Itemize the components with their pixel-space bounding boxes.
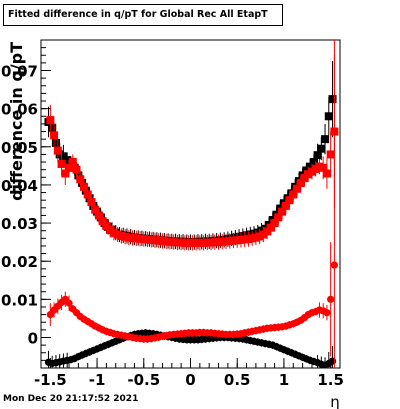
data-point (57, 159, 66, 168)
data-point (293, 184, 302, 193)
data-point (270, 219, 279, 228)
data-point (326, 150, 335, 159)
timestamp: Mon Dec 20 21:17:52 2021 (3, 394, 139, 404)
series-1 (46, 55, 339, 251)
x-axis-label: η (330, 393, 340, 409)
data-point (322, 169, 331, 178)
y-tick-label: 0.01 (1, 291, 38, 309)
data-point (79, 182, 88, 191)
data-point (83, 190, 92, 199)
data-point (274, 213, 283, 222)
y-tick-label: 0.03 (1, 215, 38, 233)
data-point (328, 95, 337, 104)
tick-labels: -1.5 -1 -0.5 0 0.5 1 1.5 0 0.01 0.02 0.03 0.04 0.05 0… (1, 63, 344, 389)
data-point (53, 146, 62, 155)
data-point (87, 198, 96, 207)
y-tick-label: 0.06 (1, 101, 38, 119)
data-point (281, 201, 290, 210)
y-axis-label: difference in q/pT (7, 42, 26, 201)
x-tick-label: -0.5 (127, 371, 160, 389)
data-point (321, 135, 330, 144)
data-point (285, 196, 294, 205)
data-point (324, 112, 333, 121)
data-point (51, 138, 60, 147)
y-tick-label: 0.05 (1, 139, 38, 157)
data-point (68, 158, 77, 167)
data-point (323, 309, 331, 317)
data-point (50, 131, 59, 140)
data-point (72, 165, 81, 174)
data-point (94, 211, 103, 220)
x-tick-label: -1 (89, 371, 106, 389)
data-point (76, 175, 85, 184)
series-3 (46, 40, 338, 368)
data-point (319, 163, 328, 172)
x-tick-label: 0.5 (224, 371, 251, 389)
data-point (313, 151, 322, 160)
x-tick-label: -1.5 (34, 371, 67, 389)
data-point (61, 169, 70, 178)
data-point (309, 158, 318, 167)
data-point (328, 357, 337, 365)
data-point (278, 207, 287, 216)
data-point (266, 223, 275, 232)
y-tick-label: 0.07 (1, 63, 38, 81)
x-tick-label: 1 (279, 371, 289, 389)
data-point (330, 261, 338, 269)
data-point (327, 295, 335, 303)
data-point (306, 162, 315, 171)
data-point (98, 217, 107, 226)
x-tick-label: 0 (185, 371, 195, 389)
data-point (296, 179, 305, 188)
x-tick-label: 1.5 (317, 371, 344, 389)
data-point (91, 205, 100, 214)
data-point (289, 190, 298, 199)
series-2 (44, 329, 337, 369)
series-0 (44, 60, 337, 250)
data-point (65, 299, 73, 307)
data-point (65, 163, 74, 172)
y-tick-label: 0.02 (1, 253, 38, 271)
y-tick-label: 0 (28, 329, 38, 347)
data-point (46, 116, 55, 125)
data-points (44, 40, 339, 369)
data-point (317, 144, 326, 153)
chart-title: Fitted difference in q/pT for Global Rec… (3, 4, 283, 26)
data-point (48, 123, 57, 132)
y-tick-label: 0.04 (1, 177, 38, 195)
